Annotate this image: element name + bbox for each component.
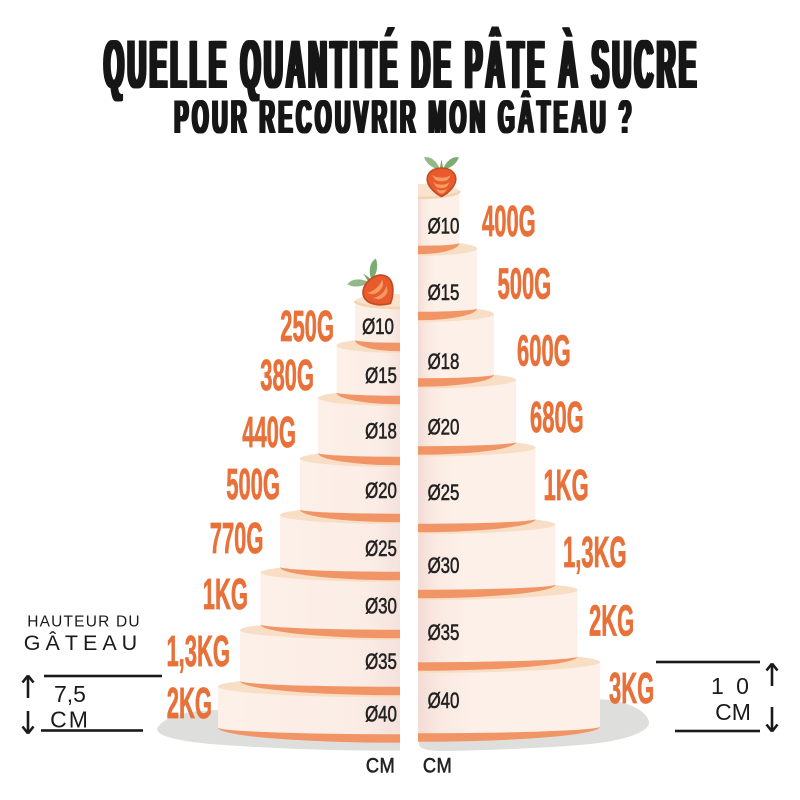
svg-text:Ø18: Ø18 [365,419,397,444]
svg-text:CM: CM [715,699,751,725]
svg-text:1,3KG: 1,3KG [563,529,627,577]
svg-text:1 0: 1 0 [711,673,752,699]
svg-text:CM: CM [423,754,452,778]
svg-text:600G: 600G [517,328,571,376]
svg-text:Ø30: Ø30 [428,554,460,579]
svg-text:Ø10: Ø10 [362,315,394,340]
svg-text:440G: 440G [242,409,296,457]
svg-text:Ø40: Ø40 [365,702,397,727]
svg-text:380G: 380G [260,352,314,400]
svg-text:Ø20: Ø20 [428,415,460,440]
svg-text:Ø25: Ø25 [365,537,397,562]
svg-text:Ø35: Ø35 [428,621,460,646]
svg-text:1,3KG: 1,3KG [166,628,230,676]
svg-text:POUR RECOUVRIR MON GÂTEAU ?: POUR RECOUVRIR MON GÂTEAU ? [174,89,631,143]
svg-text:GÂTEAU: GÂTEAU [24,630,142,655]
svg-text:Ø30: Ø30 [365,594,397,619]
svg-text:POUR RECOUVRIR MON GÂTEAU ?: POUR RECOUVRIR MON GÂTEAU ? [173,89,630,143]
svg-text:7,5: 7,5 [54,681,86,707]
svg-text:2KG: 2KG [167,680,212,728]
svg-text:680G: 680G [530,394,584,442]
svg-text:500G: 500G [226,461,280,509]
svg-text:Ø10: Ø10 [428,214,460,239]
svg-text:CM: CM [366,754,395,778]
svg-text:500G: 500G [498,261,552,309]
svg-text:Ø25: Ø25 [428,481,460,506]
svg-text:HAUTEUR DU: HAUTEUR DU [27,614,141,631]
svg-text:Ø15: Ø15 [365,364,397,389]
svg-text:1KG: 1KG [203,571,248,619]
svg-text:Ø18: Ø18 [428,350,460,375]
svg-text:2KG: 2KG [589,598,634,646]
svg-text:POUR RECOUVRIR MON GÂTEAU ?: POUR RECOUVRIR MON GÂTEAU ? [176,89,633,143]
svg-text:Ø35: Ø35 [365,650,397,675]
svg-text:CM: CM [50,707,90,733]
svg-text:770G: 770G [210,515,264,563]
svg-text:Ø40: Ø40 [428,689,460,714]
svg-text:Ø15: Ø15 [428,281,460,306]
svg-text:Ø20: Ø20 [365,479,397,504]
svg-text:400G: 400G [482,198,536,246]
svg-text:1KG: 1KG [544,462,589,510]
svg-text:250G: 250G [280,303,334,351]
svg-text:3KG: 3KG [609,665,654,713]
